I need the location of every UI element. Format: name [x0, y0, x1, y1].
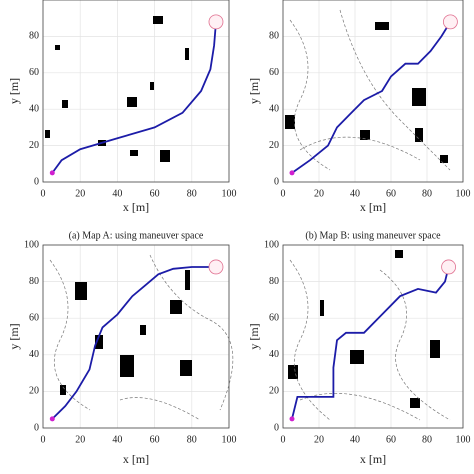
y-tick-label: 60 — [269, 312, 279, 323]
axes-frame — [42, 244, 230, 429]
x-axis-label: x [m] — [123, 200, 149, 214]
y-tick-label: 60 — [269, 67, 279, 78]
axes-frame — [42, 0, 230, 183]
x-tick-label: 20 — [75, 188, 85, 199]
x-tick-label: 80 — [187, 434, 197, 445]
x-tick-label: 40 — [350, 188, 360, 199]
y-axis-label: y [m] — [247, 323, 261, 349]
x-tick-label: 0 — [41, 434, 46, 445]
y-axis-label: y [m] — [7, 323, 21, 349]
x-tick-label: 100 — [456, 434, 471, 445]
y-tick-label: 0 — [34, 422, 39, 433]
x-tick-label: 20 — [314, 188, 324, 199]
y-tick-label: 100 — [264, 239, 279, 250]
y-tick-label: 40 — [29, 349, 39, 360]
path-line — [291, 266, 450, 420]
axes-frame — [282, 0, 464, 183]
panel: 0 20 40 60 80 100 0 20 40 60 80 100 — [24, 239, 237, 445]
goal-region — [441, 259, 457, 275]
y-tick-label: 80 — [269, 31, 279, 42]
y-tick-label: 40 — [269, 103, 279, 114]
x-axis-label: x [m] — [360, 200, 386, 214]
panel: 0 20 40 60 80 100 0 20 40 60 80 100 — [264, 239, 471, 445]
y-tick-label: 80 — [29, 276, 39, 287]
x-tick-label: 60 — [150, 434, 160, 445]
y-tick-label: 80 — [269, 276, 279, 287]
x-tick-label: 40 — [112, 434, 122, 445]
x-tick-label: 60 — [386, 434, 396, 445]
y-tick-label: 20 — [269, 140, 279, 151]
y-tick-label: 40 — [29, 103, 39, 114]
obstacles-d — [288, 250, 451, 421]
path-line — [51, 266, 216, 420]
x-tick-label: 100 — [222, 434, 237, 445]
x-tick-label: 40 — [112, 188, 122, 199]
x-tick-label: 0 — [281, 434, 286, 445]
obstacles-b — [285, 9, 451, 171]
y-tick-label: 0 — [34, 176, 39, 187]
goal-region — [442, 14, 458, 30]
start-point — [49, 416, 55, 422]
x-tick-label: 60 — [150, 188, 160, 199]
y-tick-label: 0 — [274, 176, 279, 187]
panel: 0 20 40 60 80 100 0 20 40 60 80 — [269, 0, 471, 199]
x-tick-label: 80 — [422, 188, 432, 199]
y-tick-label: 20 — [269, 386, 279, 397]
start-point — [49, 170, 55, 176]
obstacles-a — [45, 16, 189, 162]
y-axis-label: y [m] — [7, 78, 21, 104]
y-tick-label: 100 — [24, 239, 39, 250]
y-tick-label: 20 — [29, 140, 39, 151]
y-tick-label: 40 — [269, 349, 279, 360]
goal-region — [208, 259, 224, 275]
x-tick-label: 0 — [281, 188, 286, 199]
x-tick-label: 100 — [456, 188, 471, 199]
x-tick-label: 40 — [350, 434, 360, 445]
path-line — [291, 21, 452, 174]
x-tick-label: 20 — [75, 434, 85, 445]
y-tick-label: 60 — [29, 67, 39, 78]
x-axis-label: x [m] — [360, 452, 386, 466]
x-tick-label: 100 — [222, 188, 237, 199]
y-tick-label: 80 — [29, 31, 39, 42]
x-tick-label: 0 — [41, 188, 46, 199]
panel: 0 20 40 60 80 100 0 20 40 60 80 — [29, 0, 237, 199]
path-line — [51, 21, 217, 174]
x-tick-label: 80 — [187, 188, 197, 199]
caption: (b) Map B: using maneuver space — [305, 230, 441, 241]
goal-region — [208, 14, 224, 30]
obstacles-c — [49, 254, 234, 421]
x-tick-label: 20 — [314, 434, 324, 445]
start-point — [289, 170, 295, 176]
caption: (a) Map A: using maneuver space — [69, 230, 204, 241]
y-axis-label: y [m] — [247, 78, 261, 104]
y-tick-label: 60 — [29, 312, 39, 323]
y-tick-label: 0 — [274, 422, 279, 433]
start-point — [289, 416, 295, 422]
x-axis-label: x [m] — [123, 452, 149, 466]
x-tick-label: 60 — [386, 188, 396, 199]
y-tick-label: 20 — [29, 386, 39, 397]
axes-frame — [282, 244, 464, 429]
x-tick-label: 80 — [422, 434, 432, 445]
